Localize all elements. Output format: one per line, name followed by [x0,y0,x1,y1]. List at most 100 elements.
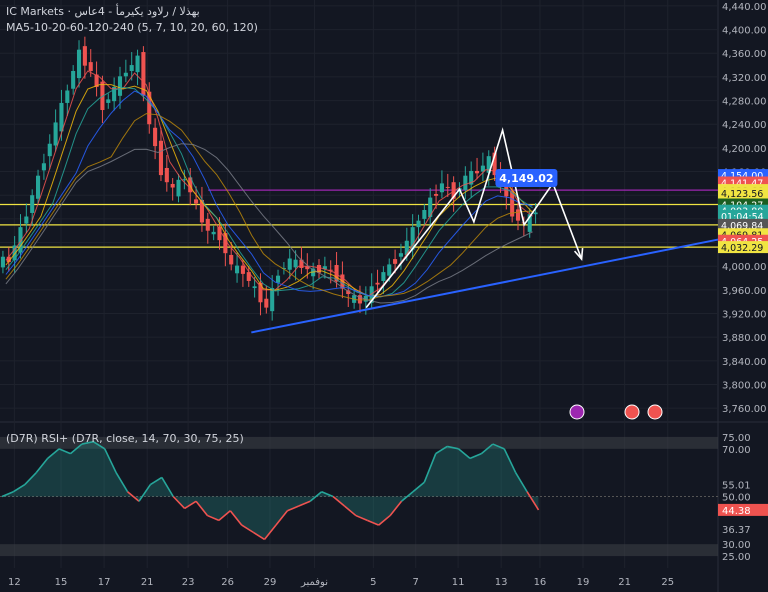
candle [0,256,5,268]
candle [281,267,286,269]
y-tick-label: 4,240.00 [722,120,767,131]
arrow-head [573,248,584,262]
price-label: 4,141.47 [721,179,763,190]
candle [135,55,140,73]
candle [474,170,480,174]
candle [439,183,444,193]
rsi-line-segment [526,491,540,511]
rsi-line-segment [35,457,49,474]
candle [387,264,392,276]
candle [264,298,269,308]
rsi-indicator-label: (D7R) RSI+ (D7R, close, 14, 70, 30, 75, … [6,432,244,445]
y-tick-label: 3,760.00 [722,404,767,415]
candle [129,65,134,71]
rsi-line-segment [47,448,60,459]
candle [12,245,17,261]
x-tick-label: 5 [370,577,376,588]
rsi-line-segment [263,524,277,540]
y-tick-label: 4,000.00 [722,262,767,273]
candle [381,272,386,281]
rsi-line-segment [514,472,528,493]
symbol-title: IC Markets · ‏بهذلا / رلاود يكيرمأ - ‏4‏… [6,5,200,18]
candle [340,274,345,289]
candle [217,226,222,241]
us-flag-icon [647,404,663,420]
rsi-line-segment [378,514,391,526]
rsi-line-segment [503,448,517,474]
rsi-line-segment [275,510,288,526]
candle [322,266,327,270]
candle [299,259,304,268]
rsi-line-segment [1,490,14,498]
candle [53,122,58,146]
candle [416,220,421,228]
candle [18,227,23,253]
candle [158,140,164,176]
price-label-box [718,241,768,254]
moving-average-line [5,113,533,301]
candle [235,265,240,274]
rsi-line-segment [298,500,311,507]
rsi-line-segment [401,491,414,502]
candle [486,156,491,173]
moving-average-line [5,84,533,297]
y-tick-label: 3,800.00 [722,381,767,392]
candle [270,288,275,312]
rsi-line-segment [92,441,106,450]
candle [463,175,468,190]
x-tick-label: 11 [452,577,465,588]
x-tick-label: نوفمبر [300,577,328,588]
rsi-tick-label: 55.01 [722,481,751,492]
y-tick-label: 4,280.00 [722,97,767,108]
rsi-line-segment [458,448,471,459]
rsi-line-segment [492,443,505,450]
rsi-line-segment [366,519,379,526]
candle [316,265,322,273]
rsi-tick-label: 25.00 [722,552,751,563]
candle [363,295,368,302]
candle [252,286,257,289]
candle [112,86,117,102]
candle [258,282,263,303]
x-tick-label: 17 [98,577,111,588]
candle [398,253,403,257]
x-tick-label: 26 [221,577,234,588]
support-trendline [251,238,719,334]
candle [504,186,509,197]
x-tick-label: 29 [264,577,277,588]
y-tick-label: 3,960.00 [722,286,767,297]
rsi-line-segment [321,490,334,498]
candle [246,272,251,281]
y-tick-label: 3,920.00 [722,310,767,321]
rsi-line-segment [332,495,345,507]
rsi-overbought-band [0,436,718,449]
price-label: 4,123.56 [721,189,763,200]
rsi-line-segment [172,495,186,509]
rsi-line-segment [161,477,174,497]
us-flag-icon [624,404,640,420]
candle [82,46,87,66]
candle [428,197,433,218]
candle [205,218,210,231]
x-tick-label: 21 [618,577,631,588]
candle [527,214,532,232]
candle [153,127,158,147]
candle [88,62,93,71]
candle [480,165,485,172]
candle [469,170,474,185]
rsi-tick-label: 44.38 [722,506,751,517]
candle [275,275,281,283]
rsi-line-segment [389,500,403,517]
moving-average-line [5,143,533,304]
candle [434,194,439,196]
rsi-tick-label: 70.00 [722,445,751,456]
candle [24,216,29,224]
rsi-line-segment [195,500,209,517]
annotation-label: 4,149.02 [499,172,553,185]
candle [515,209,521,221]
candle [328,269,333,271]
candle [141,52,146,96]
candle [199,199,204,223]
rsi-line-segment [229,510,243,526]
